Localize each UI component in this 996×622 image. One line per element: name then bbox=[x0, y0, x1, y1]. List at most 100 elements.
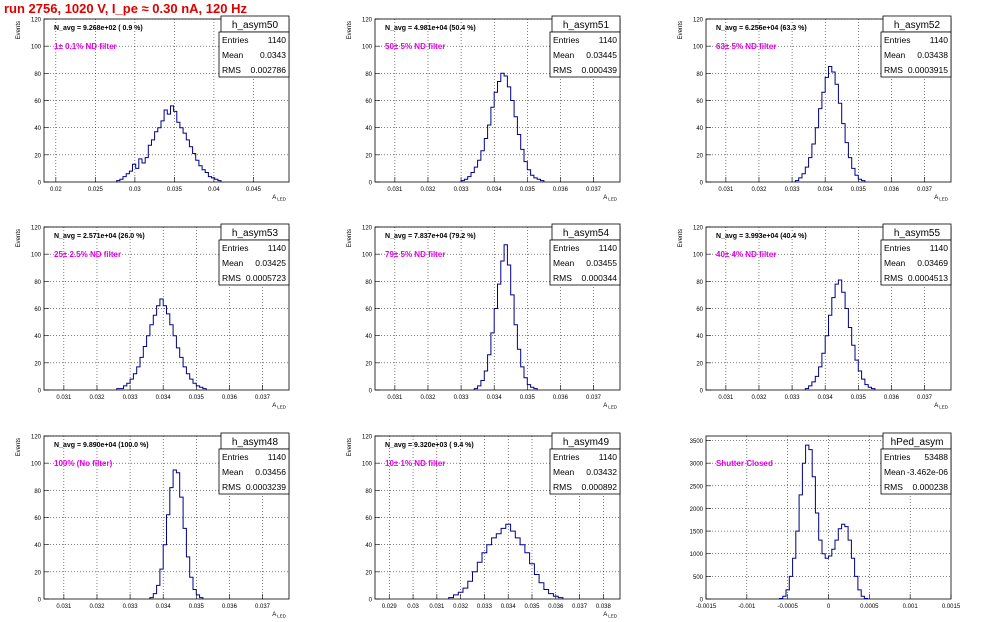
histogram-name: hPed_asym bbox=[891, 437, 944, 448]
x-tick-label: 0.034 bbox=[487, 187, 503, 193]
x-tick-label: 0.0005 bbox=[860, 604, 879, 610]
y-tick-label: 1500 bbox=[690, 530, 704, 536]
stats-value: 0.0005723 bbox=[246, 273, 286, 283]
stats-value: 1140 bbox=[599, 243, 618, 253]
x-tick-label: 0.031 bbox=[429, 604, 445, 610]
stats-value: 0.000892 bbox=[582, 482, 618, 492]
y-tick-label: 20 bbox=[34, 153, 41, 159]
stats-label: Entries bbox=[222, 243, 248, 253]
y-tick-label: 100 bbox=[31, 45, 42, 51]
x-tick-label: 0.032 bbox=[751, 395, 767, 401]
histogram-series bbox=[448, 523, 564, 599]
y-tick-label: 0 bbox=[369, 598, 373, 604]
x-tick-label: 0.031 bbox=[387, 395, 403, 401]
y-axis-title: Events bbox=[16, 229, 22, 247]
y-tick-label: 80 bbox=[696, 280, 703, 286]
y-tick-label: 120 bbox=[31, 18, 42, 24]
y-tick-label: 60 bbox=[696, 307, 703, 313]
x-axis-title: ALED bbox=[603, 195, 618, 202]
x-tick-label: 0.033 bbox=[477, 604, 493, 610]
x-tick-label: 0.03 bbox=[129, 187, 141, 193]
x-tick-label: 0.036 bbox=[553, 395, 569, 401]
x-axis-title: ALED bbox=[272, 195, 287, 202]
stats-value: 1140 bbox=[930, 35, 949, 45]
stats-label: RMS bbox=[884, 65, 903, 75]
filter-label: 63± 5% ND filter bbox=[716, 42, 776, 51]
x-tick-label: 0.036 bbox=[222, 395, 238, 401]
stats-label: RMS bbox=[884, 273, 903, 283]
x-tick-label: 0.036 bbox=[884, 187, 900, 193]
y-tick-label: 0 bbox=[700, 181, 704, 187]
histogram-pad-h_asym53: 0 20 40 60 80 100 120 0.031 0.032 0.033 0.034 0.035… bbox=[16, 223, 290, 410]
stats-box bbox=[549, 239, 621, 286]
stats-label: Mean bbox=[553, 258, 575, 268]
navg-label: N_avg = 2.571e+04 (26.0 %) bbox=[54, 233, 145, 240]
y-tick-label: 80 bbox=[34, 280, 41, 286]
x-tick-label: -0.0015 bbox=[696, 604, 717, 610]
y-tick-label: 3500 bbox=[690, 439, 704, 445]
stats-value: 0.03425 bbox=[255, 258, 286, 268]
x-tick-label: 0.033 bbox=[454, 187, 470, 193]
y-tick-label: 40 bbox=[365, 126, 372, 132]
stats-label: Entries bbox=[884, 243, 910, 253]
x-tick-label: 0.045 bbox=[246, 187, 262, 193]
y-axis-title: Events bbox=[678, 229, 684, 247]
histogram-name: h_asym50 bbox=[232, 20, 279, 31]
histogram-pad-h_asym54: 0 20 40 60 80 100 120 0.031 0.032 0.033 0.034 0.035… bbox=[347, 223, 621, 410]
x-tick-label: 0.0015 bbox=[942, 604, 961, 610]
stats-label: RMS bbox=[222, 65, 241, 75]
y-tick-label: 60 bbox=[34, 307, 41, 313]
x-tick-label: 0.035 bbox=[167, 187, 183, 193]
stats-label: RMS bbox=[553, 65, 572, 75]
y-tick-label: 60 bbox=[365, 99, 372, 105]
y-tick-label: 20 bbox=[696, 153, 703, 159]
stats-label: Entries bbox=[222, 452, 248, 462]
stats-value: 0.0003915 bbox=[908, 65, 948, 75]
filter-label: 25± 2.5% ND filter bbox=[54, 250, 121, 259]
filter-label: 50± 5% ND filter bbox=[385, 42, 445, 51]
y-tick-label: 80 bbox=[696, 72, 703, 78]
x-tick-label: 0.033 bbox=[785, 395, 801, 401]
x-tick-label: 0.037 bbox=[255, 395, 271, 401]
stats-label: Mean bbox=[222, 258, 244, 268]
x-tick-label: 0.033 bbox=[785, 187, 801, 193]
navg-label: N_avg = 9.268e+02 ( 0.9 %) bbox=[54, 25, 143, 32]
y-tick-label: 120 bbox=[693, 226, 704, 232]
y-tick-label: 60 bbox=[365, 516, 372, 522]
histogram-pad-h_asym52: 0 20 40 60 80 100 120 0.031 0.032 0.033 0.034 0.035… bbox=[678, 15, 952, 202]
y-tick-label: 40 bbox=[696, 334, 703, 340]
x-tick-label: -0.001 bbox=[738, 604, 756, 610]
x-tick-label: 0.037 bbox=[586, 187, 602, 193]
x-tick-label: 0.036 bbox=[553, 187, 569, 193]
x-tick-label: 0.032 bbox=[751, 187, 767, 193]
histogram-name: h_asym53 bbox=[232, 228, 279, 239]
y-tick-label: 80 bbox=[365, 72, 372, 78]
stats-value: 0.03469 bbox=[917, 258, 948, 268]
y-tick-label: 60 bbox=[34, 516, 41, 522]
y-tick-label: 20 bbox=[34, 361, 41, 367]
y-tick-label: 120 bbox=[362, 226, 373, 232]
histogram-series bbox=[779, 444, 869, 599]
y-tick-label: 100 bbox=[362, 45, 373, 51]
histogram-pad-h_asym50: 0 20 40 60 80 100 120 0.02 0.025 0.03 0.035 0.04 0.0… bbox=[16, 15, 290, 202]
stats-label: Entries bbox=[553, 452, 579, 462]
stats-label: Mean bbox=[884, 467, 906, 477]
histogram-pad-h_asym55: 0 20 40 60 80 100 120 0.031 0.032 0.033 0.034 0.035… bbox=[678, 223, 952, 410]
filter-label: 100% (No filter) bbox=[54, 459, 113, 468]
histogram-series bbox=[794, 66, 866, 182]
x-tick-label: 0.029 bbox=[382, 604, 398, 610]
x-tick-label: 0.036 bbox=[884, 395, 900, 401]
x-tick-label: 0.035 bbox=[851, 395, 867, 401]
stats-label: Entries bbox=[222, 35, 248, 45]
y-tick-label: 60 bbox=[696, 99, 703, 105]
y-tick-label: 40 bbox=[34, 126, 41, 132]
navg-label: N_avg = 9.320e+03 ( 9.4 %) bbox=[385, 442, 474, 449]
histogram-series bbox=[116, 298, 207, 390]
filter-label: 1± 0.1% ND filter bbox=[54, 42, 117, 51]
y-axis-title: Events bbox=[347, 229, 353, 247]
x-tick-label: 0.037 bbox=[917, 395, 933, 401]
y-tick-label: 100 bbox=[362, 253, 373, 259]
y-tick-label: 40 bbox=[34, 543, 41, 549]
y-axis-title: Events bbox=[16, 21, 22, 39]
stats-value: 0.03456 bbox=[255, 467, 286, 477]
